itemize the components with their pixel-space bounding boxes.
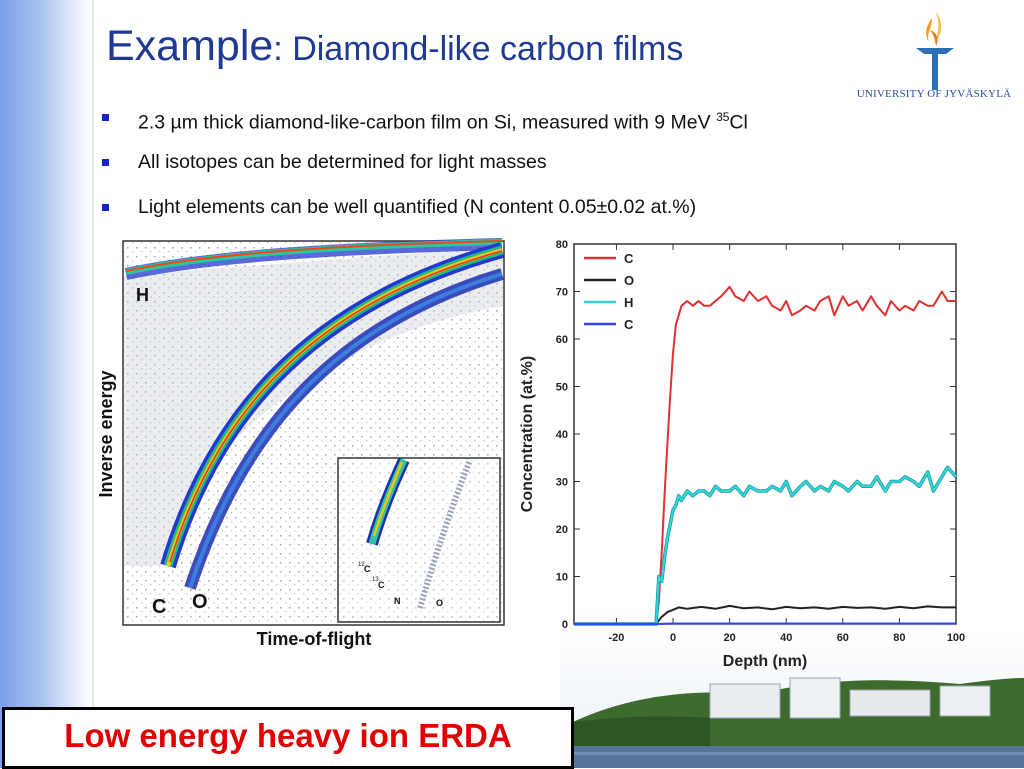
y-tick-label: 0 — [562, 619, 568, 631]
inset-c13-mass: 13 — [372, 577, 379, 583]
slide-title-rest: : Diamond-like carbon films — [273, 30, 684, 68]
y-tick-label: 60 — [556, 334, 568, 346]
side-gradient — [0, 0, 92, 768]
y-axis-label: Concentration (at.%) — [519, 356, 536, 512]
legend-label: C — [624, 251, 634, 266]
inset-c12-mass: 12 — [358, 562, 365, 568]
campus-building — [709, 683, 781, 719]
bullet-square-icon — [102, 114, 109, 121]
x-tick-label: 20 — [724, 632, 736, 644]
university-logo-icon — [916, 12, 954, 90]
bullet-text: All isotopes can be determined for light… — [138, 151, 547, 173]
y-tick-label: 10 — [556, 572, 568, 584]
campus-lake-image — [560, 628, 1024, 768]
bullet-square-icon — [102, 204, 109, 211]
spectrum-o-label: O — [192, 591, 208, 613]
bullet-sup: 35 — [716, 110, 730, 124]
tof-e-spectrum: H C O Inverse energy Time-of-flight 12 C… — [96, 238, 505, 649]
spectrum-y-axis-label: Inverse energy — [96, 370, 116, 497]
slide-title-main: Example — [106, 22, 274, 70]
y-tick-label: 30 — [556, 477, 568, 489]
spectrum-noise-band — [124, 246, 503, 566]
campus-building — [939, 685, 991, 717]
campus-building — [789, 677, 841, 719]
bullet-tail: Cl — [729, 111, 748, 134]
erda-banner: Low energy heavy ion ERDA — [2, 707, 574, 769]
spectrum-x-axis-label: Time-of-flight — [257, 629, 372, 649]
y-tick-label: 80 — [556, 239, 568, 251]
legend-label: C — [624, 317, 634, 332]
x-tick-label: 0 — [670, 632, 676, 644]
side-divider — [92, 0, 94, 768]
series-line-h — [574, 466, 957, 625]
inset-n-label: N — [394, 596, 401, 606]
bullet-item: 2.3 µm thick diamond-like-carbon film on… — [102, 104, 748, 149]
series-line-c — [574, 285, 956, 625]
chart-plot-area — [573, 243, 957, 625]
x-tick-label: -20 — [608, 632, 624, 644]
spectrum-h-label: H — [136, 285, 149, 305]
y-tick-label: 50 — [556, 382, 568, 394]
bullet-item: Light elements can be well quantified (N… — [102, 194, 748, 239]
series-line-o — [574, 604, 956, 625]
bullet-item: All isotopes can be determined for light… — [102, 149, 748, 194]
inset-c13-label: C — [378, 580, 385, 590]
x-tick-label: 40 — [780, 632, 792, 644]
spectrum-inset: 12 C 13 C N O — [337, 457, 501, 623]
bullet-text: Light elements can be well quantified (N… — [138, 196, 697, 218]
bullet-list: 2.3 µm thick diamond-like-carbon film on… — [102, 104, 748, 239]
bullet-text: 2.3 µm thick diamond-like-carbon film on… — [138, 111, 717, 134]
inset-o-label: O — [436, 598, 443, 608]
campus-building — [849, 689, 931, 717]
legend-label: H — [624, 295, 633, 310]
y-tick-label: 40 — [556, 429, 568, 441]
legend-label: O — [624, 273, 634, 288]
x-axis-label: Depth (nm) — [723, 653, 807, 670]
x-tick-label: 80 — [893, 632, 905, 644]
series-line-c — [574, 622, 956, 625]
logo-text: UNIVERSITY OF JYVÄSKYLÄ — [856, 88, 1012, 100]
y-tick-label: 70 — [556, 287, 568, 299]
x-tick-label: 100 — [947, 632, 965, 644]
inset-c12-label: C — [364, 564, 371, 574]
x-tick-label: 60 — [837, 632, 849, 644]
bullet-square-icon — [102, 159, 109, 166]
spectrum-c-label: C — [152, 596, 166, 618]
slide-title: Example: Diamond-like carbon films — [106, 22, 683, 71]
y-tick-label: 20 — [556, 524, 568, 536]
